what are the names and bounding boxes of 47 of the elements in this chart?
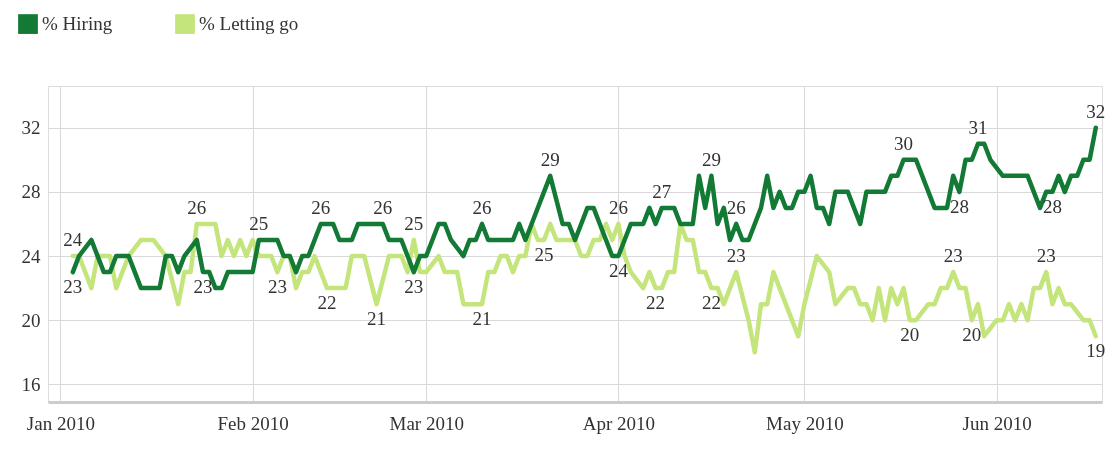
y-tick-label: 28 xyxy=(21,181,41,203)
annotation: 21 xyxy=(367,308,387,330)
annotation: 23 xyxy=(404,276,424,298)
annotation: 26 xyxy=(472,196,492,218)
annotation: 27 xyxy=(652,180,672,202)
annotation: 26 xyxy=(608,196,628,218)
annotation: 32 xyxy=(1086,100,1106,122)
annotation: 26 xyxy=(373,196,393,218)
annotation: 28 xyxy=(1042,195,1062,217)
annotation: 29 xyxy=(540,148,560,170)
annotation: 23 xyxy=(1036,245,1056,267)
annotation: 25 xyxy=(404,212,424,234)
annotation: 23 xyxy=(63,276,83,298)
annotation: 23 xyxy=(726,245,746,267)
annotation: 28 xyxy=(949,195,969,217)
annotation: 24 xyxy=(608,260,629,282)
annotation: 30 xyxy=(894,132,914,154)
x-tick-label: Jun 2010 xyxy=(962,412,1032,434)
legend-label: % Hiring xyxy=(42,13,113,35)
annotation: 31 xyxy=(968,116,988,138)
x-tick-label: Apr 2010 xyxy=(582,412,656,434)
annotation: 26 xyxy=(726,196,746,218)
x-tick-label: May 2010 xyxy=(766,412,844,434)
legend-label: % Letting go xyxy=(199,13,299,35)
y-tick-label: 20 xyxy=(21,309,41,331)
annotation: 26 xyxy=(187,196,207,218)
annotation: 23 xyxy=(267,276,287,298)
y-tick-label: 16 xyxy=(21,373,41,395)
annotation: 22 xyxy=(701,292,721,314)
annotation: 22 xyxy=(646,292,666,314)
annotation: 23 xyxy=(193,276,213,298)
x-tick-label: Jan 2010 xyxy=(26,412,95,434)
annotation: 19 xyxy=(1086,340,1106,362)
annotation: 20 xyxy=(962,324,982,346)
y-tick-label: 32 xyxy=(21,117,41,139)
annotation: 29 xyxy=(701,148,721,170)
x-tick-label: Mar 2010 xyxy=(389,412,464,434)
y-tick-label: 24 xyxy=(21,245,41,267)
annotation: 25 xyxy=(534,243,554,265)
annotation: 20 xyxy=(900,324,920,346)
annotation: 22 xyxy=(317,292,337,314)
annotation: 24 xyxy=(63,229,83,251)
annotation: 23 xyxy=(943,245,963,267)
annotation: 21 xyxy=(472,308,492,330)
annotation: 26 xyxy=(311,196,331,218)
annotation: 25 xyxy=(249,212,269,234)
x-tick-label: Feb 2010 xyxy=(217,412,289,434)
